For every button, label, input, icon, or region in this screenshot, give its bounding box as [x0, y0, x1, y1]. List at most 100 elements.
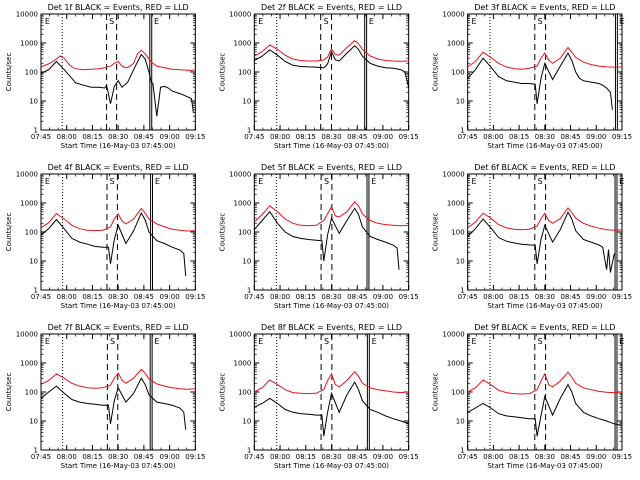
chart-title: Det 8f BLACK = Events, RED = LLD	[261, 323, 402, 332]
region-label: S	[538, 337, 543, 346]
x-tick-label: 08:45	[347, 133, 367, 141]
x-tick-label: 07:45	[244, 293, 264, 301]
y-tick-label: 100	[25, 389, 38, 397]
y-tick-label: 100	[238, 389, 251, 397]
x-tick-label: 08:30	[535, 453, 555, 461]
chart-title: Det 5f BLACK = Events, RED = LLD	[261, 163, 402, 172]
x-tick-label: 07:45	[244, 453, 264, 461]
region-label: E	[45, 177, 50, 186]
x-tick-label: 09:15	[185, 293, 205, 301]
y-tick-label: 10000	[16, 11, 38, 19]
x-tick-label: 08:15	[82, 133, 102, 141]
y-axis-label: Counts/sec	[5, 373, 13, 412]
y-tick-label: 1	[460, 127, 464, 135]
y-tick-label: 10	[242, 418, 251, 426]
y-tick-label: 10	[29, 98, 38, 106]
y-tick-label: 10000	[16, 331, 38, 339]
chart-title: Det 2f BLACK = Events, RED = LLD	[261, 3, 402, 12]
x-tick-label: 09:00	[586, 133, 606, 141]
y-tick-label: 1000	[234, 40, 252, 48]
chart-title: Det 3f BLACK = Events, RED = LLD	[474, 3, 615, 12]
x-tick-label: 08:30	[108, 453, 128, 461]
y-tick-label: 1	[247, 287, 251, 295]
lld-series-line	[40, 368, 196, 390]
plot-frame	[40, 333, 196, 451]
y-tick-label: 10000	[16, 171, 38, 179]
x-tick-label: 07:45	[458, 293, 478, 301]
chart-title: Det 9f BLACK = Events, RED = LLD	[474, 323, 615, 332]
x-tick-label: 07:45	[31, 133, 51, 141]
x-tick-label: 08:30	[321, 293, 341, 301]
y-tick-label: 1000	[234, 200, 252, 208]
x-tick-label: 07:45	[31, 293, 51, 301]
region-label: E	[472, 337, 477, 346]
y-tick-label: 1	[247, 127, 251, 135]
x-tick-label: 09:00	[160, 453, 180, 461]
x-tick-label: 09:00	[373, 293, 393, 301]
x-tick-label: 08:45	[560, 133, 580, 141]
y-axis-label: Counts/sec	[218, 53, 226, 92]
x-tick-label: 09:15	[399, 453, 419, 461]
lld-series-line	[467, 207, 623, 231]
x-tick-label: 09:15	[399, 133, 419, 141]
region-label: E	[258, 17, 263, 26]
region-label: E	[45, 337, 50, 346]
y-axis-label: Counts/sec	[432, 373, 440, 412]
y-tick-label: 1000	[234, 360, 252, 368]
lld-series-line	[467, 371, 623, 395]
y-tick-label: 10000	[442, 11, 464, 19]
x-tick-label: 08:45	[560, 293, 580, 301]
x-tick-label: 08:00	[270, 133, 290, 141]
events-series-line	[254, 45, 410, 88]
region-label: S	[110, 177, 115, 186]
x-tick-label: 09:15	[185, 453, 205, 461]
region-label: E	[154, 17, 159, 26]
y-tick-label: 100	[451, 69, 464, 77]
region-label: E	[371, 177, 376, 186]
x-tick-label: 08:30	[321, 133, 341, 141]
x-tick-label: 08:45	[347, 453, 367, 461]
y-tick-label: 1	[460, 447, 464, 455]
x-tick-label: 08:15	[82, 293, 102, 301]
region-label: E	[45, 17, 50, 26]
x-tick-label: 08:45	[347, 293, 367, 301]
y-tick-label: 10	[456, 98, 465, 106]
events-series-line	[467, 383, 623, 437]
x-tick-label: 07:45	[458, 133, 478, 141]
x-axis-label: Start Time (16-May-03 07:45:00)	[61, 142, 176, 150]
x-tick-label: 08:00	[483, 293, 503, 301]
x-tick-label: 09:15	[612, 453, 632, 461]
x-tick-label: 08:30	[108, 133, 128, 141]
x-tick-label: 08:30	[108, 293, 128, 301]
region-label: E	[619, 337, 624, 346]
plot-frame	[467, 13, 623, 131]
x-tick-label: 08:00	[57, 133, 77, 141]
x-tick-label: 08:15	[296, 133, 316, 141]
region-label: S	[109, 17, 114, 26]
plot-frame	[40, 13, 196, 131]
y-tick-label: 10	[456, 258, 465, 266]
y-tick-label: 100	[25, 229, 38, 237]
chart-panel-6: Det 6f BLACK = Events, RED = LLD 1 10 100 10…	[432, 163, 632, 310]
x-axis-label: Start Time (16-May-03 07:45:00)	[487, 302, 602, 310]
x-tick-label: 09:15	[399, 293, 419, 301]
plot-frame	[467, 333, 623, 451]
events-series-line	[467, 52, 613, 110]
x-tick-label: 08:00	[483, 133, 503, 141]
region-label: E	[155, 177, 160, 186]
y-tick-label: 1	[34, 287, 38, 295]
region-label: E	[258, 337, 263, 346]
region-label: E	[258, 177, 263, 186]
region-label: S	[538, 177, 543, 186]
plot-frame	[40, 173, 196, 291]
x-tick-label: 08:00	[483, 453, 503, 461]
x-tick-label: 09:00	[586, 293, 606, 301]
region-label: S	[538, 17, 543, 26]
plot-frame	[253, 13, 410, 131]
x-tick-label: 07:45	[244, 133, 264, 141]
y-tick-label: 100	[238, 69, 251, 77]
y-tick-label: 1	[247, 447, 251, 455]
region-label: E	[372, 337, 377, 346]
region-label: S	[324, 17, 329, 26]
